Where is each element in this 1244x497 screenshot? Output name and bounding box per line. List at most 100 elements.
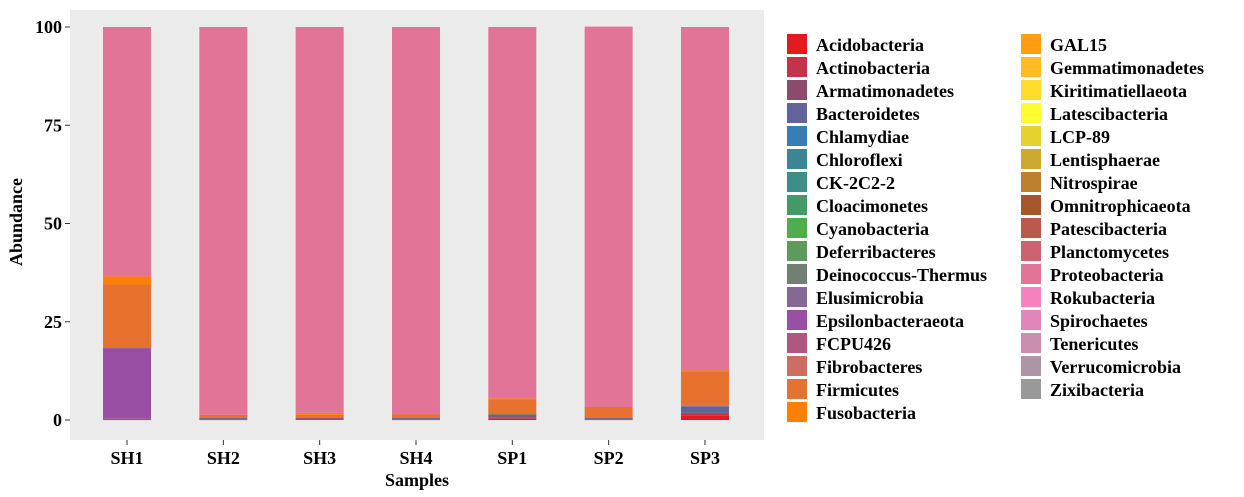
bar-segment xyxy=(488,418,537,420)
legend-key xyxy=(787,264,807,284)
legend-key xyxy=(1021,264,1041,284)
legend-key xyxy=(1021,310,1041,330)
bar-segment xyxy=(295,414,344,418)
y-tick-label: 100 xyxy=(35,17,62,37)
legend-label: Armatimonadetes xyxy=(816,81,954,101)
legend-label: Zixibacteria xyxy=(1050,380,1144,400)
bar-segment xyxy=(295,412,344,415)
x-axis-title: Samples xyxy=(385,470,449,490)
bar-segment xyxy=(680,406,729,407)
bar-segment xyxy=(584,419,633,421)
bar-segment xyxy=(680,413,729,416)
legend-label: Bacteroidetes xyxy=(816,104,920,124)
legend-label: Deferribacteres xyxy=(816,242,936,262)
bar-segment xyxy=(680,27,729,371)
bar-segment xyxy=(199,419,248,421)
legend-label: Omnitrophicaeota xyxy=(1050,196,1191,216)
bar-segment xyxy=(488,414,537,417)
legend-label: Patescibacteria xyxy=(1050,219,1167,239)
y-tick-label: 0 xyxy=(53,410,62,430)
x-tick-label: SP2 xyxy=(594,448,624,468)
legend-label: Planctomycetes xyxy=(1050,242,1169,262)
bar-segment xyxy=(103,27,151,277)
legend-label: Actinobacteria xyxy=(816,58,930,78)
bar-segment xyxy=(199,418,248,420)
x-tick-label: SH1 xyxy=(110,448,143,468)
legend-key xyxy=(1021,241,1041,261)
bar-segment xyxy=(199,414,248,419)
y-tick-label: 50 xyxy=(44,214,62,234)
x-tick-label: SP1 xyxy=(497,448,527,468)
bar-segment xyxy=(391,414,440,419)
legend-key xyxy=(787,103,807,123)
bar-segment xyxy=(584,407,633,419)
bar-segment xyxy=(391,419,440,420)
legend-key xyxy=(787,287,807,307)
bar-segment xyxy=(391,27,440,415)
bar-segment xyxy=(680,370,729,372)
bar-segment xyxy=(391,419,440,421)
legend-key xyxy=(1021,34,1041,54)
bar-segment xyxy=(488,398,537,400)
legend-key xyxy=(787,149,807,169)
legend-label: Lentisphaerae xyxy=(1050,150,1160,170)
x-tick-label: SP3 xyxy=(690,448,720,468)
bar-segment xyxy=(680,405,729,407)
legend-label: Acidobacteria xyxy=(816,35,924,55)
bar-segment xyxy=(295,419,344,420)
legend-label: Rokubacteria xyxy=(1050,288,1155,308)
legend-key xyxy=(1021,172,1041,192)
bar-segment xyxy=(488,417,537,419)
x-tick-label: SH4 xyxy=(399,448,432,468)
legend: Acidobacteria Actinobacteria Armatimonadet… xyxy=(787,34,1204,423)
bar-segment xyxy=(103,284,151,349)
legend-key xyxy=(787,218,807,238)
bar-segment xyxy=(584,418,633,420)
legend-label: Chloroflexi xyxy=(816,150,903,170)
legend-label: Cloacimonetes xyxy=(816,196,928,216)
legend-key xyxy=(787,57,807,77)
legend-key xyxy=(1021,218,1041,238)
bar-segment xyxy=(295,27,344,413)
bar-segment xyxy=(584,26,633,408)
legend-label: Elusimicrobia xyxy=(816,288,924,308)
bar-segment xyxy=(680,406,729,413)
bar-segment xyxy=(103,276,151,285)
legend-key xyxy=(1021,356,1041,376)
bar-segment xyxy=(680,415,729,420)
bar-segment xyxy=(199,419,248,420)
bar-segment xyxy=(680,412,729,414)
bar-segment xyxy=(680,371,729,406)
legend-label: Kiritimatiellaeota xyxy=(1050,81,1187,101)
bar-segment xyxy=(103,419,151,421)
legend-key xyxy=(1021,149,1041,169)
legend-key xyxy=(787,195,807,215)
legend-key xyxy=(787,310,807,330)
bar-segment xyxy=(584,419,633,420)
legend-key xyxy=(787,126,807,146)
bar-segment xyxy=(295,418,344,420)
legend-label: Verrucomicrobia xyxy=(1050,357,1181,377)
x-axis: SH1 SH2 SH3 SH4 SP1 SP2 SP3 xyxy=(110,440,720,468)
legend-label: Nitrospirae xyxy=(1050,173,1138,193)
legend-label: Fusobacteria xyxy=(816,403,916,423)
legend-label: GAL15 xyxy=(1050,35,1107,55)
legend-key xyxy=(787,80,807,100)
legend-label: CK-2C2-2 xyxy=(816,173,895,193)
legend-label: Gemmatimonadetes xyxy=(1050,58,1204,78)
legend-label: Epsilonbacteraeota xyxy=(816,311,964,331)
legend-label: Chlamydiae xyxy=(816,127,909,147)
legend-label: Tenericutes xyxy=(1050,334,1138,354)
legend-key xyxy=(1021,103,1041,123)
legend-label: Spirochaetes xyxy=(1050,311,1148,331)
legend-key xyxy=(1021,195,1041,215)
bar-segment xyxy=(199,27,248,415)
bar-segment xyxy=(488,399,537,415)
legend-label: Firmicutes xyxy=(816,380,899,400)
bar-segment xyxy=(488,416,537,418)
legend-key xyxy=(1021,80,1041,100)
bar-segment xyxy=(488,27,537,399)
legend-key xyxy=(1021,287,1041,307)
bar-segment xyxy=(391,418,440,420)
